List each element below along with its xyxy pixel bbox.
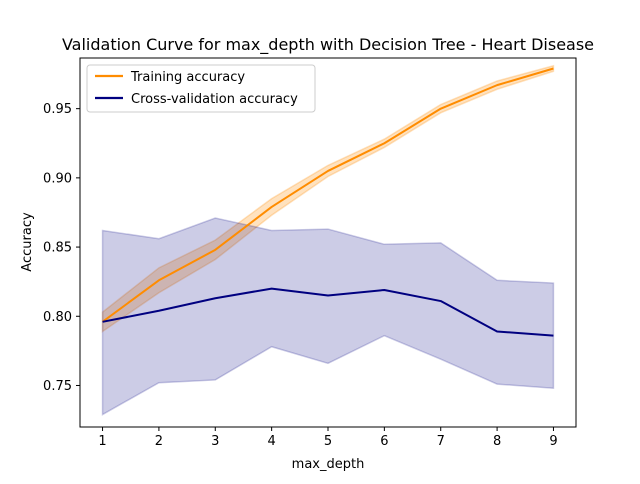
x-tick-label: 2	[155, 434, 163, 449]
x-axis-label: max_depth	[292, 457, 365, 472]
x-tick-label: 7	[437, 434, 445, 449]
y-tick-label: 0.80	[43, 310, 72, 325]
y-tick-label: 0.85	[43, 241, 72, 256]
y-tick-label: 0.75	[43, 379, 72, 394]
y-axis-label: Accuracy	[20, 212, 35, 272]
legend-label-training: Training accuracy	[130, 70, 245, 85]
x-tick-label: 1	[98, 434, 106, 449]
y-tick-label: 0.95	[43, 102, 72, 117]
x-tick-label: 5	[324, 434, 332, 449]
x-tick-label: 3	[211, 434, 219, 449]
chart-title: Validation Curve for max_depth with Deci…	[62, 35, 594, 55]
x-tick-label: 4	[267, 434, 275, 449]
legend: Training accuracy Cross-validation accur…	[87, 65, 315, 112]
x-tick-label: 8	[493, 434, 501, 449]
x-tick-label: 6	[380, 434, 388, 449]
x-tick-label: 9	[549, 434, 557, 449]
legend-label-cross-validation: Cross-validation accuracy	[131, 92, 298, 107]
y-tick-label: 0.90	[43, 171, 72, 186]
